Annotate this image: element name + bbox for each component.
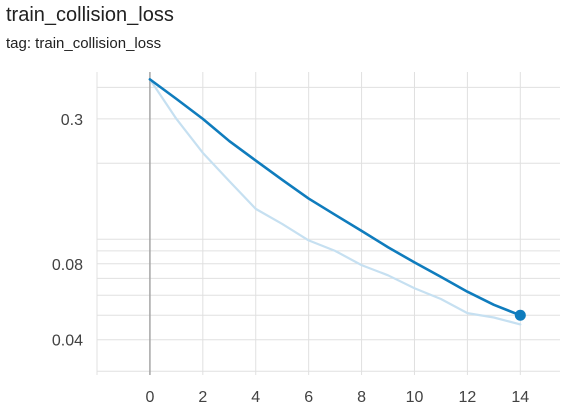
x-tick-label: 0 bbox=[145, 389, 154, 406]
x-tick-label: 14 bbox=[511, 389, 529, 406]
x-tick-label: 4 bbox=[251, 389, 260, 406]
y-tick-label: 0.08 bbox=[52, 257, 83, 274]
grid bbox=[96, 72, 560, 375]
tick-labels: 0 2 4 6 8 10 12 14 0.3 0.08 0.04 bbox=[52, 112, 529, 406]
x-tick-label: 6 bbox=[304, 389, 313, 406]
series-line-smoothed bbox=[148, 78, 522, 317]
x-tick-label: 12 bbox=[459, 389, 477, 406]
series-layer bbox=[148, 78, 526, 326]
x-tick-label: 8 bbox=[357, 389, 366, 406]
y-tick-label: 0.3 bbox=[61, 112, 83, 129]
series-line-raw bbox=[148, 78, 522, 326]
chart-tag: tag: train_collision_loss bbox=[6, 35, 162, 52]
y-tick-label: 0.04 bbox=[52, 333, 83, 350]
chart-title: train_collision_loss bbox=[6, 4, 174, 26]
x-tick-label: 10 bbox=[406, 389, 424, 406]
x-tick-label: 2 bbox=[198, 389, 207, 406]
highlight-point bbox=[514, 309, 526, 321]
